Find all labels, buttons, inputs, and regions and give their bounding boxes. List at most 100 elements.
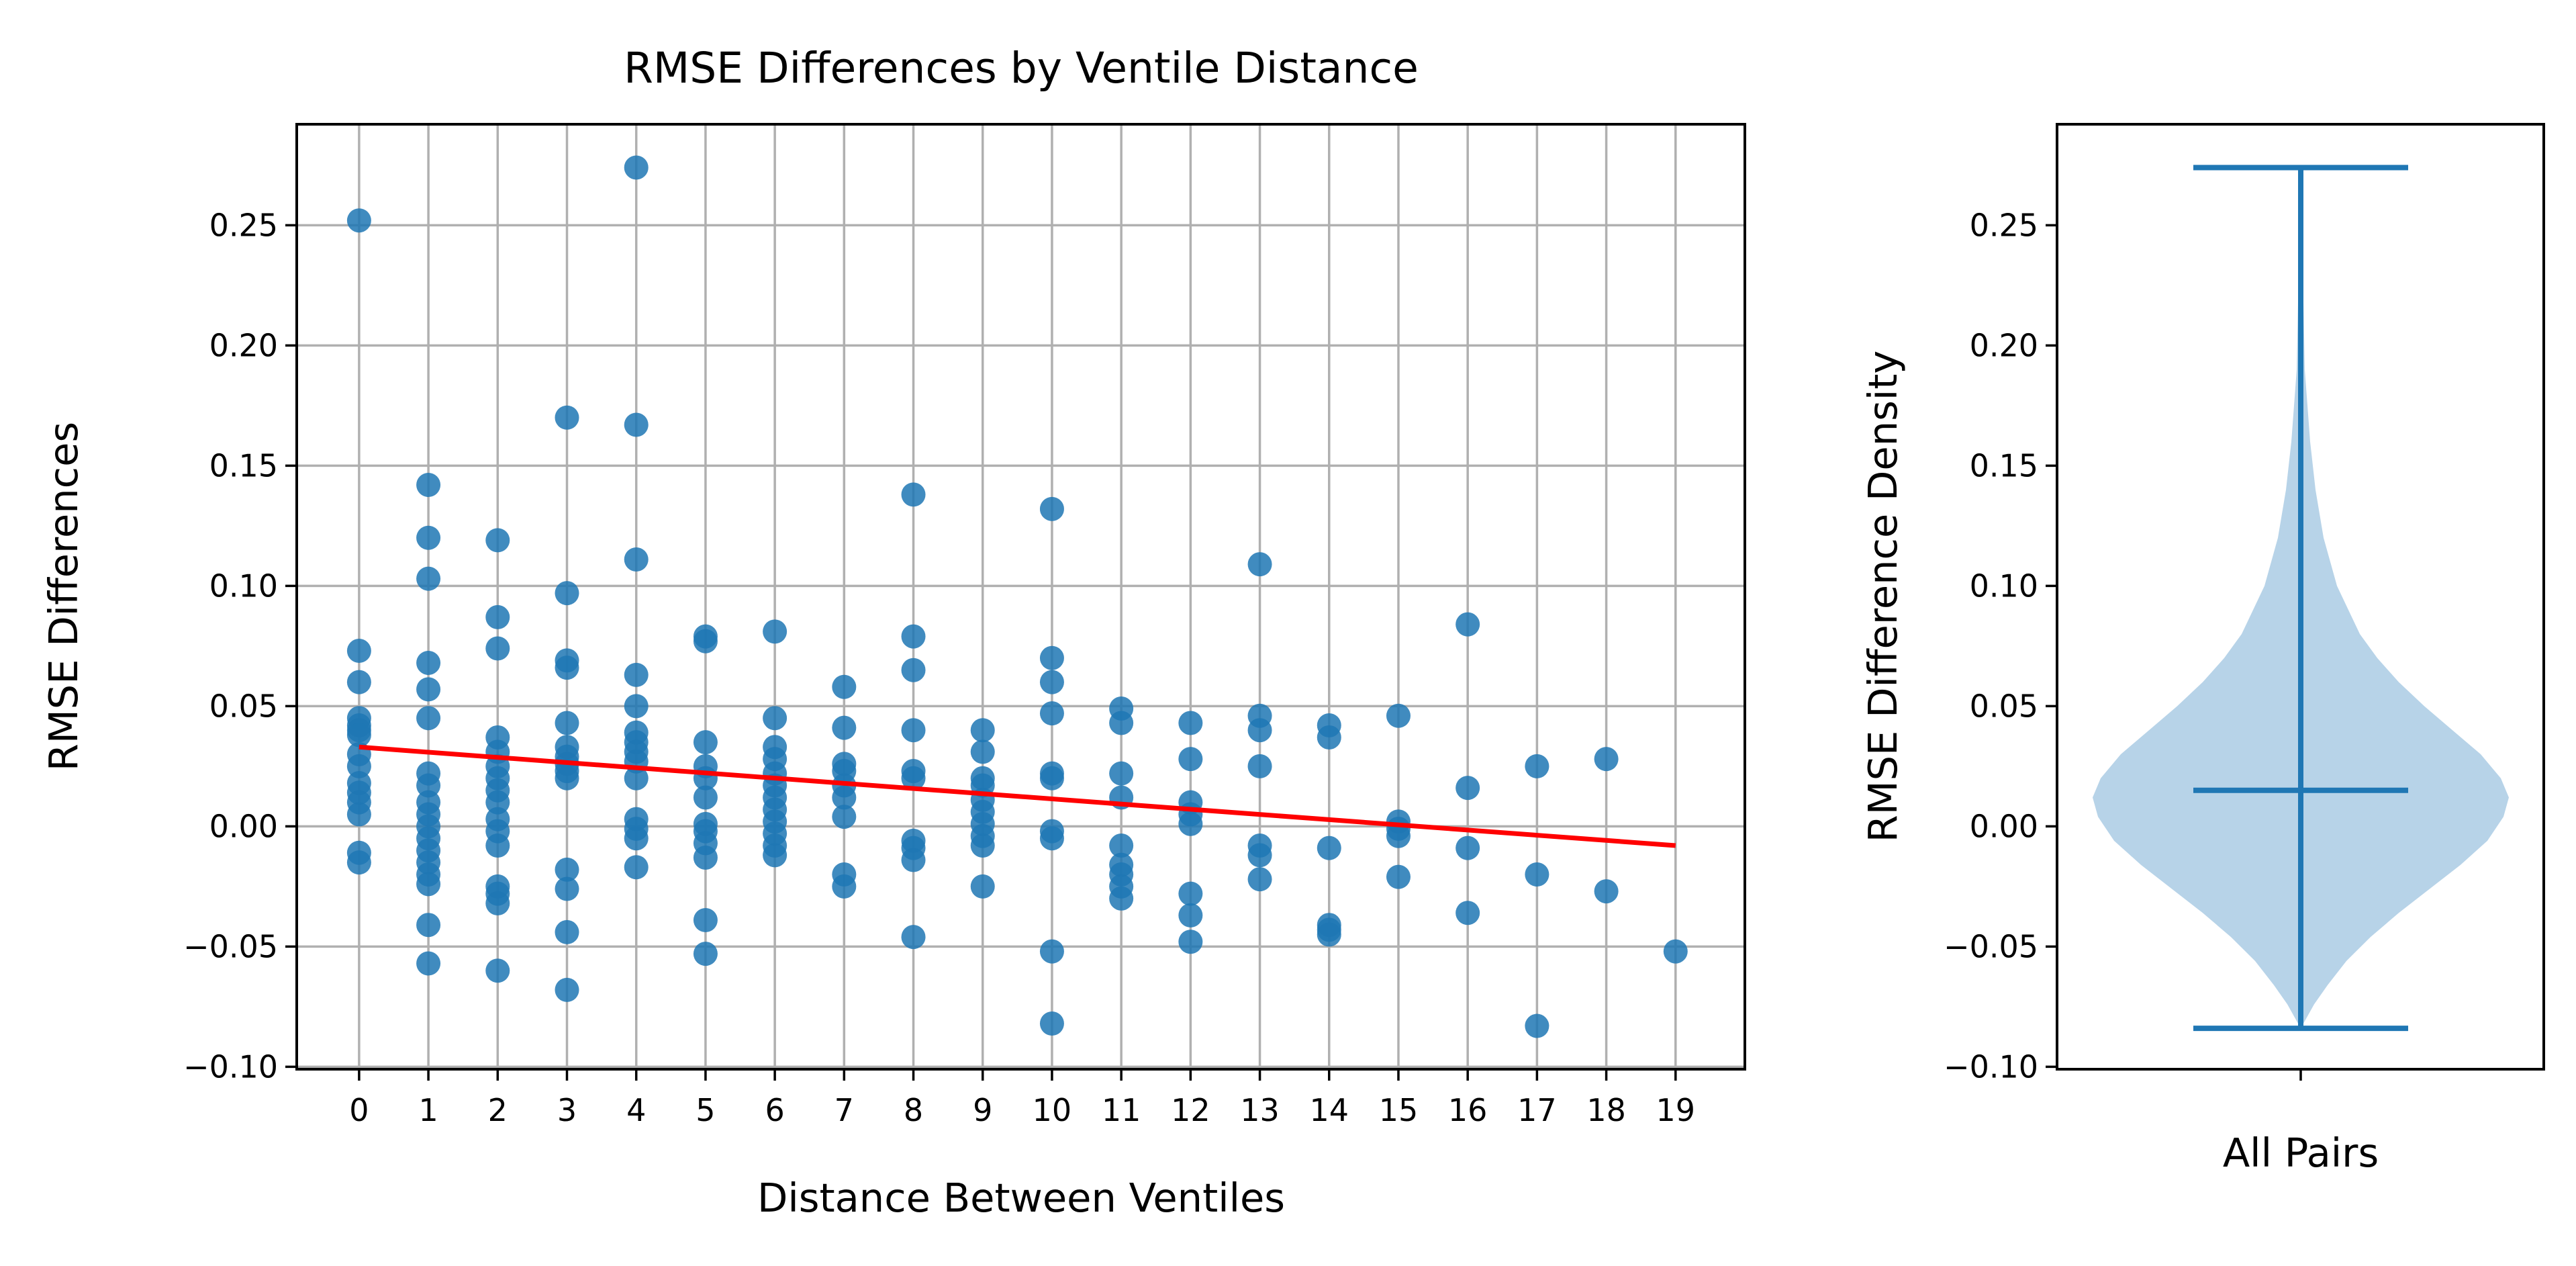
scatter-point: [624, 412, 649, 437]
x-tick-label: 5: [696, 1092, 715, 1128]
scatter-point: [1456, 776, 1480, 801]
y-tick-label: 0.25: [209, 207, 278, 243]
scatter-plot-frame: [295, 123, 1746, 1071]
x-tick-label: 9: [973, 1092, 992, 1128]
x-tick-label: 1: [418, 1092, 438, 1128]
x-tick-label: 17: [1517, 1092, 1557, 1128]
y-tick-label: 0.05: [209, 688, 278, 724]
scatter-x-ticks: 0 1 2 3 4 5 6 7 8 9 10 11 12 13 14 15 16 17 18 19: [349, 1069, 1695, 1128]
scatter-point: [624, 826, 649, 851]
scatter-point: [1039, 701, 1064, 726]
x-tick-label: 18: [1586, 1092, 1626, 1128]
scatter-y-ticks: 0.25 0.20 0.15 0.10 0.05 0.00 −0.05 −0.10: [183, 207, 297, 1085]
scatter-point: [416, 525, 441, 550]
scatter-point: [1386, 823, 1411, 848]
scatter-point: [555, 581, 579, 606]
scatter-point: [346, 754, 371, 778]
scatter-point: [624, 547, 649, 572]
scatter-point: [485, 891, 510, 915]
scatter-point: [1386, 703, 1411, 728]
scatter-point: [1109, 761, 1134, 786]
x-tick-label: 0: [349, 1092, 369, 1128]
scatter-point: [1178, 903, 1203, 928]
violin-y-tick-label: 0.10: [1970, 568, 2038, 604]
scatter-point: [901, 718, 926, 743]
x-tick-label: 3: [557, 1092, 577, 1128]
scatter-point: [555, 766, 579, 790]
scatter-point: [970, 833, 995, 858]
scatter-point: [1594, 747, 1619, 772]
scatter-point: [416, 773, 441, 798]
scatter-point: [555, 919, 579, 944]
scatter-point: [1178, 747, 1203, 772]
x-tick-label: 16: [1448, 1092, 1488, 1128]
scatter-point: [901, 658, 926, 682]
scatter-point: [416, 951, 441, 976]
y-tick-label: 0.00: [209, 808, 278, 844]
scatter-point: [1317, 835, 1341, 860]
x-tick-label: 6: [765, 1092, 784, 1128]
scatter-point: [1594, 879, 1619, 904]
scatter-point: [1247, 754, 1272, 778]
scatter-point: [416, 473, 441, 498]
scatter-point: [624, 694, 649, 719]
scatter-point: [901, 925, 926, 950]
scatter-point: [1386, 864, 1411, 889]
scatter-point: [416, 677, 441, 702]
x-tick-label: 14: [1309, 1092, 1349, 1128]
scatter-point: [555, 405, 579, 430]
scatter-point: [693, 785, 718, 810]
scatter-point: [901, 482, 926, 507]
scatter-point: [555, 857, 579, 882]
scatter-point: [624, 766, 649, 790]
violin-y-ticks: 0.25 0.20 0.15 0.10 0.05 0.00 −0.05 −0.10: [1944, 207, 2057, 1085]
scatter-point: [1039, 1011, 1064, 1036]
scatter-point: [485, 604, 510, 629]
scatter-point: [693, 942, 718, 966]
scatter-point: [416, 706, 441, 731]
violin-lines: [2193, 165, 2408, 1032]
y-tick-label: −0.05: [183, 928, 278, 964]
scatter-point: [1178, 930, 1203, 954]
scatter-point: [555, 977, 579, 1002]
x-tick-label: 4: [626, 1092, 646, 1128]
violin-x-category-label: All Pairs: [2223, 1130, 2379, 1176]
y-tick-label: −0.10: [183, 1048, 278, 1085]
scatter-point: [1247, 843, 1272, 868]
violin-y-tick-label: 0.00: [1970, 808, 2038, 844]
scatter-point: [555, 711, 579, 735]
scatter-point: [832, 785, 857, 810]
scatter-title: RMSE Differences by Ventile Distance: [624, 44, 1419, 93]
x-tick-label: 10: [1033, 1092, 1072, 1128]
scatter-point: [1109, 833, 1134, 858]
scatter-point: [1317, 922, 1341, 947]
scatter-point: [346, 850, 371, 875]
scatter-grid: [297, 124, 1745, 1069]
scatter-point: [1317, 725, 1341, 750]
x-tick-label: 13: [1240, 1092, 1280, 1128]
violin-y-tick-label: −0.05: [1944, 928, 2038, 964]
scatter-point: [1663, 939, 1688, 964]
scatter-point: [832, 805, 857, 829]
scatter-point: [1039, 826, 1064, 851]
scatter-point: [1039, 766, 1064, 790]
scatter-point: [693, 730, 718, 755]
scatter-point: [1039, 670, 1064, 694]
violin-y-axis-label: RMSE Difference Density: [1860, 351, 1906, 843]
scatter-point: [1456, 835, 1480, 860]
scatter-point: [1178, 881, 1203, 906]
scatter-point: [485, 958, 510, 983]
scatter-point: [693, 908, 718, 933]
scatter-point: [624, 855, 649, 880]
scatter-point: [416, 872, 441, 897]
scatter-point: [970, 718, 995, 743]
scatter-point: [1525, 862, 1549, 887]
y-tick-label: 0.10: [209, 568, 278, 604]
y-tick-label: 0.15: [209, 447, 278, 484]
scatter-point: [416, 650, 441, 675]
scatter-point: [763, 843, 788, 868]
scatter-point: [1039, 939, 1064, 964]
scatter-point: [1525, 754, 1549, 778]
scatter-point: [1178, 711, 1203, 735]
